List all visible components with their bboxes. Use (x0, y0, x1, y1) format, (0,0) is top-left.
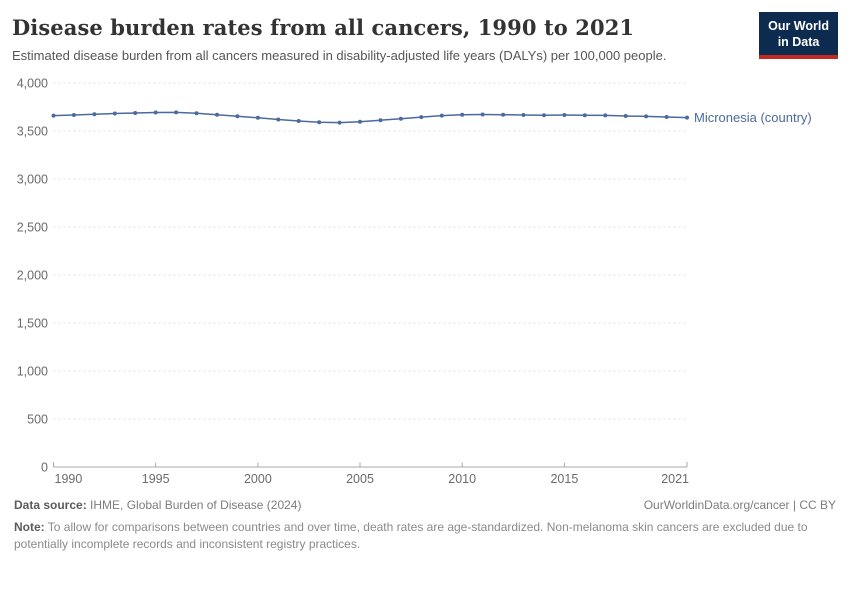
y-axis-tick-label: 3,000 (17, 172, 48, 186)
data-point (358, 119, 362, 124)
data-point (623, 113, 628, 118)
x-axis-tick-label: 2021 (661, 472, 689, 486)
data-point (521, 112, 526, 117)
data-point (562, 112, 567, 117)
x-axis-tick-label: 1990 (55, 472, 83, 486)
data-point (664, 114, 669, 119)
data-point (71, 112, 76, 117)
y-axis-tick-label: 2,500 (17, 220, 48, 234)
y-axis-tick-label: 500 (27, 412, 48, 426)
data-point (480, 112, 485, 117)
y-axis-tick-label: 3,500 (17, 124, 48, 138)
data-point (92, 112, 97, 117)
logo-line-1: Our World (768, 19, 829, 33)
chart-header: Disease burden rates from all cancers, 1… (0, 0, 850, 66)
x-axis-tick-label: 2010 (448, 472, 476, 486)
data-point (174, 110, 179, 115)
license-link[interactable]: OurWorldinData.org/cancer | CC BY (643, 497, 836, 512)
data-point (255, 115, 260, 120)
data-point (153, 110, 158, 115)
x-axis-tick-label: 1995 (142, 472, 170, 486)
y-axis-tick-label: 0 (41, 460, 48, 474)
data-point (194, 111, 199, 116)
x-axis-tick-label: 2005 (346, 472, 374, 486)
y-axis-tick-label: 1,000 (17, 364, 48, 378)
data-point (276, 117, 281, 122)
data-point (51, 113, 56, 118)
data-point (501, 112, 506, 117)
data-point (235, 114, 240, 119)
data-point (215, 112, 219, 117)
y-axis-tick-label: 1,500 (17, 316, 48, 330)
logo-line-2: in Data (777, 34, 820, 49)
data-point (419, 114, 424, 119)
note-text: To allow for comparisons between countri… (14, 519, 808, 552)
data-point (133, 110, 138, 115)
chart-subtitle: Estimated disease burden from all cancer… (12, 48, 667, 63)
data-point (439, 113, 444, 118)
data-point (460, 112, 465, 117)
page-title: Disease burden rates from all cancers, 1… (12, 15, 635, 40)
data-point (603, 113, 608, 118)
data-source-text: IHME, Global Burden of Disease (2024) (86, 497, 302, 512)
y-axis-tick-label: 2,000 (17, 268, 48, 282)
note-label: Note: (14, 519, 45, 534)
x-axis-tick-label: 2000 (244, 472, 272, 486)
data-point (542, 113, 546, 118)
data-point (337, 120, 342, 125)
data-source-label: Data source: (14, 497, 87, 512)
data-point (296, 118, 301, 123)
owid-logo[interactable]: Our World in Data (759, 12, 838, 60)
data-point (685, 115, 689, 120)
x-axis-tick-label: 2015 (550, 472, 578, 486)
data-point (378, 118, 383, 123)
series-line (53, 111, 688, 124)
data-point (582, 113, 587, 118)
y-axis-tick-label: 4,000 (17, 76, 48, 90)
chart-footer: Data source: IHME, Global Burden of Dise… (0, 493, 850, 554)
line-chart-canvas[interactable]: 0 500 1,000 1,500 2,000 2,500 3,000 3,500 4,000 1… (0, 68, 850, 493)
note: Note: To allow for comparisons between c… (14, 519, 826, 554)
data-source: Data source: IHME, Global Burden of Dise… (14, 497, 301, 514)
data-point (317, 120, 322, 125)
data-point (398, 116, 403, 121)
data-point (644, 114, 649, 119)
data-point (112, 111, 117, 116)
series-label[interactable]: Micronesia (country) (694, 110, 812, 125)
